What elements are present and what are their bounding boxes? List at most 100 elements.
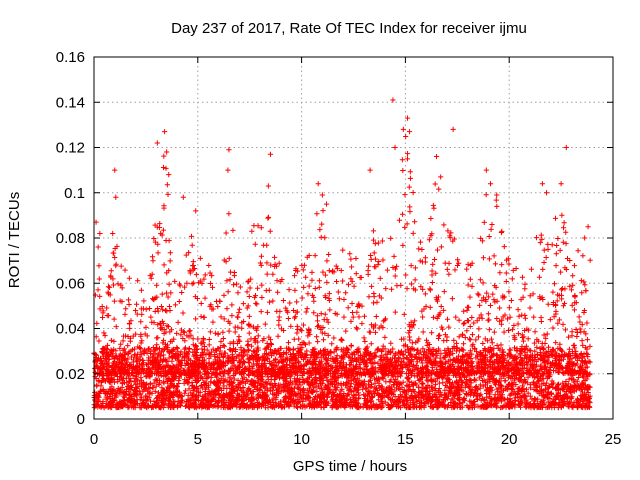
data-point	[391, 253, 397, 259]
data-point	[259, 282, 265, 288]
data-point	[438, 374, 445, 380]
data-point	[489, 340, 495, 346]
data-point	[118, 375, 125, 381]
data-point	[275, 386, 281, 392]
data-point	[102, 378, 109, 384]
data-point	[516, 388, 522, 394]
data-point	[469, 386, 475, 392]
data-point	[229, 393, 236, 399]
data-point	[320, 399, 326, 406]
data-point	[162, 307, 169, 314]
data-point	[491, 358, 497, 364]
data-point	[206, 388, 212, 394]
data-point	[186, 345, 193, 352]
data-point	[263, 379, 269, 386]
data-point	[128, 354, 135, 360]
data-point	[160, 227, 167, 233]
data-point	[147, 350, 154, 357]
data-point	[502, 378, 508, 384]
data-point	[514, 360, 520, 366]
data-point	[244, 402, 250, 408]
data-point	[111, 316, 117, 322]
data-point	[461, 308, 467, 314]
data-point	[271, 254, 278, 260]
data-point	[234, 281, 240, 287]
data-point	[202, 379, 208, 385]
data-point	[421, 400, 428, 406]
data-point	[505, 386, 511, 392]
data-point	[125, 297, 132, 303]
data-point	[517, 394, 523, 400]
data-point	[326, 251, 332, 258]
data-point	[163, 165, 169, 171]
data-point	[348, 387, 354, 393]
data-point	[243, 377, 249, 383]
data-point	[464, 391, 470, 397]
data-point	[472, 389, 478, 395]
data-point	[450, 350, 456, 357]
data-point	[159, 385, 165, 391]
data-point	[535, 352, 541, 358]
data-point	[400, 398, 407, 404]
data-point	[241, 389, 247, 395]
data-point	[405, 375, 411, 382]
data-point	[426, 395, 432, 401]
data-point	[178, 360, 184, 366]
data-point	[433, 378, 439, 384]
data-point	[431, 205, 437, 211]
data-point	[501, 244, 507, 250]
data-point	[108, 347, 114, 353]
data-point	[117, 345, 123, 352]
data-point	[584, 337, 591, 343]
data-point	[232, 397, 238, 403]
data-point	[320, 208, 326, 214]
data-point	[106, 379, 113, 385]
data-point	[402, 397, 408, 403]
data-point	[574, 333, 580, 340]
data-point	[566, 346, 572, 352]
data-point	[428, 403, 434, 409]
data-point	[264, 397, 271, 403]
data-point	[467, 377, 473, 383]
data-point	[333, 396, 339, 402]
data-point	[126, 403, 132, 409]
data-point	[421, 348, 428, 354]
data-point	[112, 254, 118, 261]
data-point	[424, 349, 430, 355]
data-point	[416, 384, 422, 390]
data-point	[341, 296, 347, 303]
data-point	[141, 298, 147, 304]
data-point	[441, 222, 447, 228]
data-point	[167, 385, 173, 391]
data-point	[540, 397, 547, 403]
data-point	[152, 351, 158, 357]
data-point	[473, 377, 479, 383]
data-point	[407, 175, 414, 181]
data-point	[339, 386, 345, 392]
data-point	[113, 324, 119, 330]
data-point	[218, 398, 224, 404]
data-point	[565, 401, 571, 407]
data-point	[429, 279, 435, 286]
data-point	[202, 391, 208, 397]
data-point	[122, 349, 128, 355]
data-point	[455, 391, 461, 397]
data-point	[285, 385, 291, 392]
data-point	[390, 346, 396, 352]
data-point	[238, 388, 244, 394]
data-point	[489, 373, 495, 379]
data-point	[205, 374, 211, 380]
data-point	[226, 375, 232, 381]
data-point	[467, 348, 473, 354]
data-point	[350, 377, 356, 383]
data-point	[391, 355, 398, 362]
data-point	[210, 403, 216, 409]
data-point	[362, 338, 368, 345]
data-point	[265, 215, 271, 221]
data-point	[326, 268, 332, 274]
data-point	[430, 314, 437, 321]
data-point	[367, 377, 374, 384]
data-point	[138, 287, 145, 293]
data-point	[324, 377, 330, 383]
data-point	[492, 392, 498, 398]
